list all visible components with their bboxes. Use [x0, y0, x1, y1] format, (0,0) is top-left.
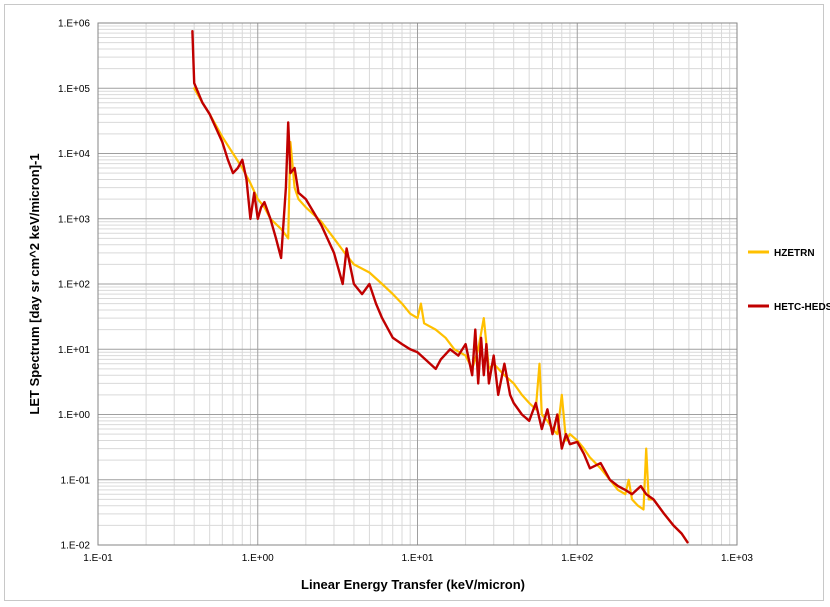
y-axis-title: LET Spectrum [day sr cm^2 keV/micron]-1 [27, 153, 42, 414]
series-layer [191, 30, 689, 544]
x-tick-label: 1.E+01 [402, 553, 434, 564]
y-tick-label: 1.E+05 [58, 84, 90, 95]
series-line-hetc-heds [191, 30, 689, 544]
plot-area [97, 22, 738, 546]
y-tick-labels: 1.E-02 1.E-01 1.E+00 1.E+01 1.E+02 1.E+03 1.E+… [58, 19, 90, 552]
x-tick-labels: 1.E-01 1.E+00 1.E+01 1.E+02 1.E+03 [83, 553, 753, 564]
x-axis-title: Linear Energy Transfer (keV/micron) [301, 577, 525, 592]
y-tick-label: 1.E-01 [61, 475, 91, 486]
x-tick-label: 1.E-01 [83, 553, 113, 564]
y-tick-label: 1.E+01 [58, 345, 90, 356]
y-tick-label: 1.E+06 [58, 19, 90, 30]
legend: HZETRN HETC-HEDS [748, 248, 830, 313]
y-tick-label: 1.E+00 [58, 410, 90, 421]
legend-label-hetc-heds: HETC-HEDS [774, 302, 830, 313]
y-tick-label: 1.E+04 [58, 149, 90, 160]
y-tick-label: 1.E+03 [58, 214, 90, 225]
y-tick-label: 1.E-02 [61, 541, 91, 552]
y-tick-label: 1.E+02 [58, 280, 90, 291]
x-tick-label: 1.E+02 [561, 553, 593, 564]
x-tick-label: 1.E+03 [721, 553, 753, 564]
series-line-hzetrn [193, 87, 689, 544]
chart-frame [4, 4, 824, 601]
x-tick-label: 1.E+00 [242, 553, 274, 564]
legend-label-hzetrn: HZETRN [774, 248, 815, 259]
